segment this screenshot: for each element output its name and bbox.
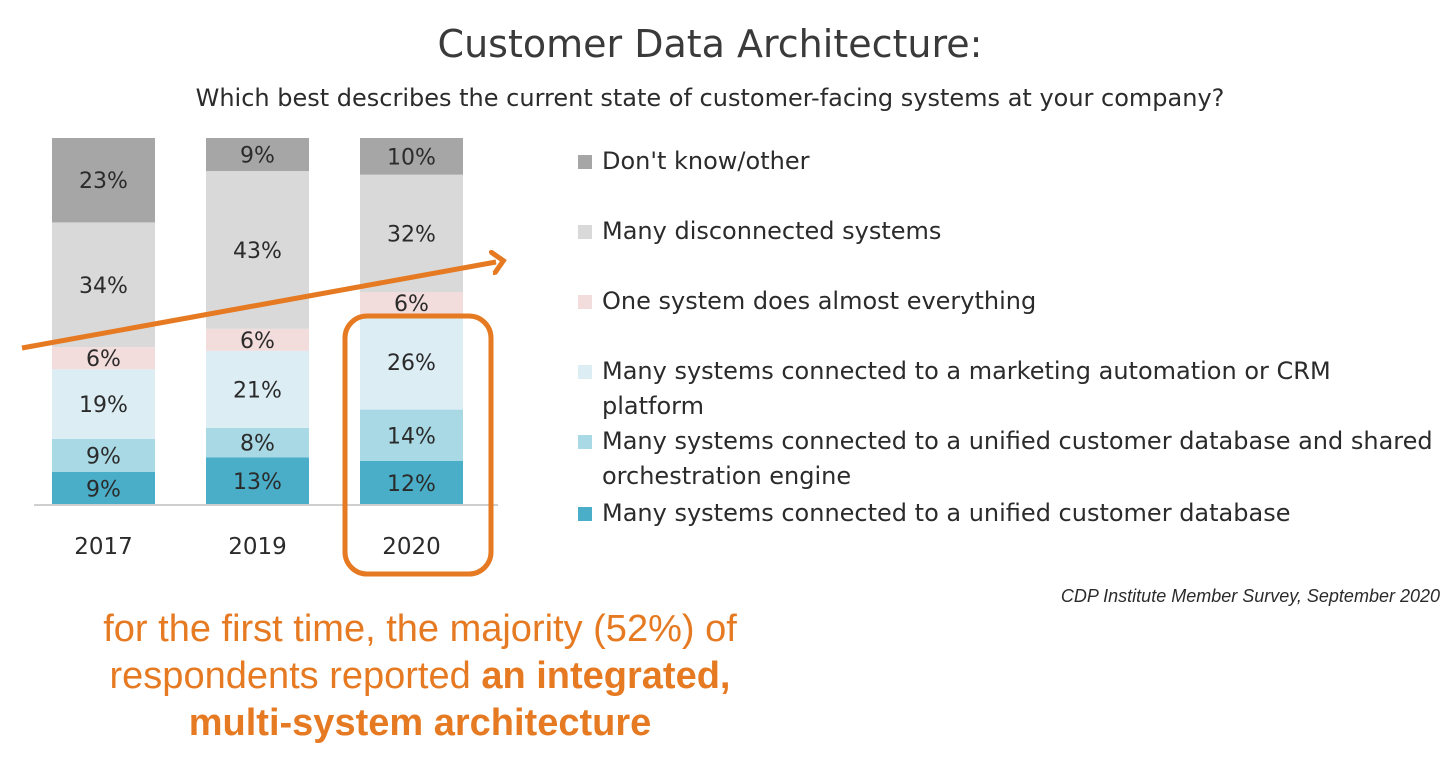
x-tick-label-2019: 2019 bbox=[228, 534, 287, 560]
data-label-2019-series-3: 6% bbox=[240, 329, 275, 354]
x-tick-label-2017: 2017 bbox=[74, 534, 133, 560]
legend-item-marketing-crm: Many systems connected to a marketing au… bbox=[578, 354, 1438, 424]
data-label-2019-series-4: 43% bbox=[233, 239, 282, 264]
data-label-2019-series-2: 21% bbox=[233, 378, 282, 403]
data-label-2020-series-4: 32% bbox=[387, 222, 436, 247]
legend-swatch bbox=[578, 225, 592, 239]
legend-item-one-system: One system does almost everything bbox=[578, 284, 1438, 319]
data-label-2020-series-2: 26% bbox=[387, 351, 436, 376]
data-label-2017-series-0: 9% bbox=[86, 477, 121, 502]
callout-line-2-bold: an integrated, bbox=[481, 655, 731, 697]
data-label-2017-series-2: 19% bbox=[79, 393, 128, 418]
legend-label: Many systems connected to a unified cust… bbox=[602, 427, 1433, 490]
legend-swatch bbox=[578, 155, 592, 169]
data-label-2020-series-5: 10% bbox=[387, 145, 436, 170]
bar-2019-series-0 bbox=[206, 457, 309, 505]
legend-label: Many systems connected to a unified cust… bbox=[602, 499, 1291, 527]
legend-item-unified-orchestration: Many systems connected to a unified cust… bbox=[578, 424, 1438, 494]
trend-arrow bbox=[21, 262, 496, 351]
legend-item-dont-know: Don't know/other bbox=[578, 144, 1438, 179]
chart-subtitle: Which best describes the current state o… bbox=[195, 84, 1225, 112]
data-label-2017-series-4: 34% bbox=[79, 274, 128, 299]
data-label-2017-series-1: 9% bbox=[86, 444, 121, 469]
data-label-2017-series-5: 23% bbox=[79, 169, 128, 194]
data-label-2019-series-5: 9% bbox=[240, 144, 275, 169]
bar-2019-series-1 bbox=[206, 427, 309, 458]
bar-2017-series-1 bbox=[52, 438, 155, 472]
highlight-box-2020 bbox=[342, 313, 494, 577]
legend-label: One system does almost everything bbox=[602, 287, 1037, 315]
bar-2020-series-0 bbox=[360, 460, 463, 505]
chart-title: Customer Data Architecture: bbox=[437, 22, 983, 66]
legend-label: Many disconnected systems bbox=[602, 217, 942, 245]
callout-line-3-bold: multi-system architecture bbox=[188, 702, 652, 744]
legend-item-many-disconnected: Many disconnected systems bbox=[578, 214, 1438, 249]
bar-2020-series-3 bbox=[360, 292, 463, 315]
data-label-2019-series-0: 13% bbox=[233, 470, 282, 495]
legend-item-unified-database: Many systems connected to a unified cust… bbox=[578, 496, 1438, 531]
bar-2017-series-3 bbox=[52, 347, 155, 370]
legend-swatch bbox=[578, 365, 592, 379]
bar-2020-series-1 bbox=[360, 409, 463, 461]
legend-label: Don't know/other bbox=[602, 147, 810, 175]
bar-2017-series-0 bbox=[52, 471, 155, 505]
bar-2020-series-5 bbox=[360, 138, 463, 175]
data-label-2019-series-1: 8% bbox=[240, 432, 275, 457]
legend-swatch bbox=[578, 435, 592, 449]
data-label-2020-series-0: 12% bbox=[387, 472, 436, 497]
legend-swatch bbox=[578, 507, 592, 521]
bar-2019-series-4 bbox=[206, 171, 309, 329]
callout-line-1: for the first time, the majority (52%) o… bbox=[103, 608, 737, 650]
bar-2017-series-5 bbox=[52, 138, 155, 223]
data-label-2020-series-3: 6% bbox=[394, 292, 429, 317]
callout-text: for the first time, the majority (52%) o… bbox=[40, 606, 800, 747]
bar-2019-series-5 bbox=[206, 138, 309, 172]
bar-2017-series-2 bbox=[52, 369, 155, 439]
data-label-2017-series-3: 6% bbox=[86, 347, 121, 372]
callout-line-2: respondents reported bbox=[109, 655, 482, 697]
data-label-2020-series-1: 14% bbox=[387, 424, 436, 449]
source-note: CDP Institute Member Survey, September 2… bbox=[1060, 586, 1440, 606]
bar-2019-series-2 bbox=[206, 350, 309, 428]
bar-2019-series-3 bbox=[206, 328, 309, 351]
legend-label: Many systems connected to a marketing au… bbox=[602, 357, 1331, 420]
x-tick-label-2020: 2020 bbox=[382, 534, 441, 560]
bar-2020-series-2 bbox=[360, 314, 463, 410]
legend-swatch bbox=[578, 295, 592, 309]
